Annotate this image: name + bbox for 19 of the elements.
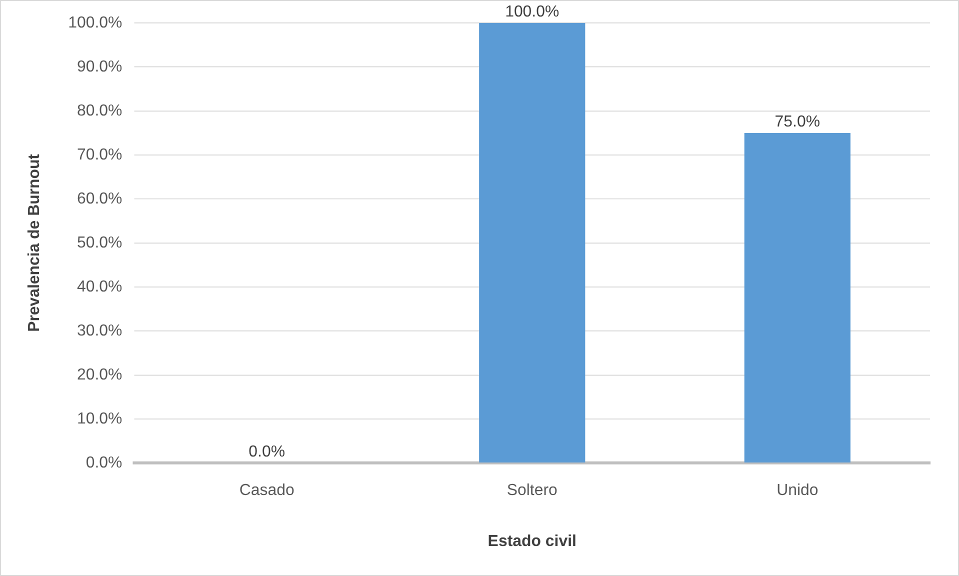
x-axis-title: Estado civil	[488, 532, 576, 550]
y-tick-label: 10.0%	[76, 410, 122, 428]
data-label: 75.0%	[774, 113, 820, 130]
y-tick-label: 60.0%	[76, 190, 122, 208]
y-tick-label: 50.0%	[76, 234, 122, 252]
x-tick-label: Unido	[776, 482, 818, 499]
y-tick-label: 0.0%	[86, 454, 122, 472]
y-tick-label: 80.0%	[76, 102, 122, 120]
data-label: 0.0%	[248, 443, 286, 460]
x-tick-label: Casado	[239, 482, 294, 499]
y-tick-label: 20.0%	[76, 366, 122, 384]
y-tick-label: 100.0%	[68, 14, 122, 32]
y-axis-title: Prevalencia de Burnout	[26, 153, 43, 332]
y-tick-label: 30.0%	[76, 322, 122, 340]
y-tick-label: 70.0%	[76, 146, 122, 164]
y-tick-label: 90.0%	[76, 58, 122, 76]
data-label: 100.0%	[505, 3, 560, 20]
y-tick-label: 40.0%	[76, 278, 122, 296]
x-tick-label: Soltero	[506, 482, 558, 499]
